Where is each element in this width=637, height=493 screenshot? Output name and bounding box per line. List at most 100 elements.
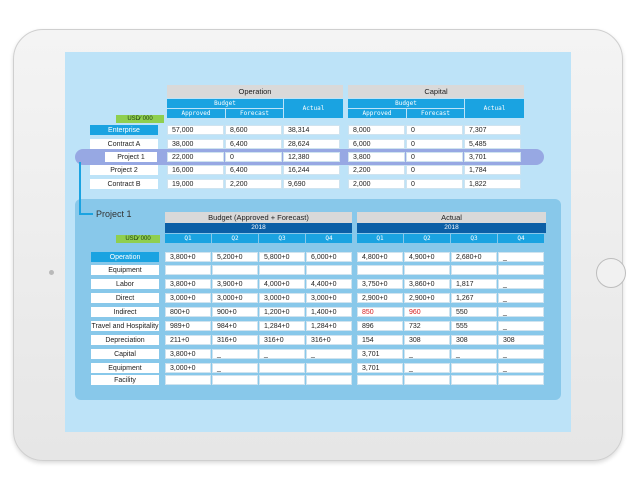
row-label[interactable]: Travel and Hospitality bbox=[91, 321, 159, 331]
row-label[interactable]: Depreciation bbox=[91, 335, 159, 345]
row-label[interactable]: Project 2 bbox=[90, 165, 158, 175]
table-cell bbox=[357, 265, 403, 275]
table-cell: 4,900+0 bbox=[404, 252, 450, 262]
row-label[interactable]: Indirect bbox=[91, 307, 159, 317]
table-cell: 0 bbox=[406, 125, 463, 135]
table-cell: 0 bbox=[406, 165, 463, 175]
row-label[interactable]: Capital bbox=[91, 349, 159, 359]
table-cell: 6,400 bbox=[225, 165, 282, 175]
table-cell: 28,624 bbox=[283, 139, 340, 149]
table-cell: 3,000+0 bbox=[259, 293, 305, 303]
table-cell: 3,000+0 bbox=[306, 293, 352, 303]
table-cell: 3,701 bbox=[357, 363, 403, 373]
row-label[interactable]: Facility bbox=[91, 375, 159, 385]
home-button[interactable] bbox=[596, 258, 626, 288]
table-cell: 1,822 bbox=[464, 179, 521, 189]
table-cell: 6,000 bbox=[348, 139, 405, 149]
table-cell: 3,750+0 bbox=[357, 279, 403, 289]
table-cell bbox=[404, 375, 450, 385]
table-cell: 211+0 bbox=[165, 335, 211, 345]
table-cell: 2,900+0 bbox=[404, 293, 450, 303]
table-cell: 1,784 bbox=[464, 165, 521, 175]
table-cell bbox=[404, 265, 450, 275]
table-cell: 2,900+0 bbox=[357, 293, 403, 303]
row-label[interactable]: Enterprise bbox=[90, 125, 158, 135]
table-cell: _ bbox=[498, 321, 544, 331]
table-cell bbox=[498, 375, 544, 385]
connector-line bbox=[79, 213, 93, 215]
currency-selector[interactable]: USD⁄ 000 bbox=[116, 235, 160, 243]
table-cell: 38,000 bbox=[167, 139, 224, 149]
approved-header: Approved bbox=[167, 109, 225, 118]
row-label[interactable]: Contract B bbox=[90, 179, 158, 189]
table-cell: 732 bbox=[404, 321, 450, 331]
table-cell: 900+0 bbox=[212, 307, 258, 317]
table-cell: 0 bbox=[406, 179, 463, 189]
table-cell: 550 bbox=[451, 307, 497, 317]
table-cell: 3,800+0 bbox=[165, 252, 211, 262]
table-cell bbox=[357, 375, 403, 385]
table-cell: 3,800+0 bbox=[165, 349, 211, 359]
table-cell: 0 bbox=[225, 152, 282, 162]
connector-line bbox=[79, 162, 81, 214]
table-cell: 1,284+0 bbox=[306, 321, 352, 331]
table-cell: _ bbox=[498, 307, 544, 317]
table-cell: 1,200+0 bbox=[259, 307, 305, 317]
table-cell: _ bbox=[498, 293, 544, 303]
table-cell: _ bbox=[404, 363, 450, 373]
table-cell: 2,680+0 bbox=[451, 252, 497, 262]
detail-title: Project 1 bbox=[96, 209, 132, 219]
table-cell bbox=[165, 265, 211, 275]
table-cell: 8,600 bbox=[225, 125, 282, 135]
forecast-header: Forecast bbox=[407, 109, 464, 118]
table-cell: _ bbox=[498, 363, 544, 373]
table-cell: 316+0 bbox=[259, 335, 305, 345]
table-cell: 0 bbox=[406, 139, 463, 149]
quarter-header: Q3 bbox=[451, 234, 497, 243]
row-label[interactable]: Labor bbox=[91, 279, 159, 289]
forecast-header: Forecast bbox=[226, 109, 283, 118]
budget-header: Budget (Approved + Forecast) bbox=[165, 212, 352, 223]
table-cell: 57,000 bbox=[167, 125, 224, 135]
row-label[interactable]: Project 1 bbox=[105, 152, 157, 162]
row-label[interactable]: Direct bbox=[91, 293, 159, 303]
table-cell: 316+0 bbox=[212, 335, 258, 345]
table-cell: 800+0 bbox=[165, 307, 211, 317]
table-cell: 896 bbox=[357, 321, 403, 331]
table-cell: _ bbox=[306, 349, 352, 359]
table-cell bbox=[451, 363, 497, 373]
table-cell: 6,000+0 bbox=[306, 252, 352, 262]
table-cell: 7,307 bbox=[464, 125, 521, 135]
table-cell: 3,701 bbox=[357, 349, 403, 359]
row-label[interactable]: Equipment bbox=[91, 265, 159, 275]
table-cell: 12,380 bbox=[283, 152, 340, 162]
table-cell: 3,800+0 bbox=[165, 279, 211, 289]
table-cell bbox=[451, 265, 497, 275]
table-cell: 6,400 bbox=[225, 139, 282, 149]
table-cell bbox=[259, 265, 305, 275]
currency-selector[interactable]: USD⁄ 000 bbox=[116, 115, 164, 123]
screen: Project 1 Operation Budget Actual Approved F… bbox=[65, 52, 571, 432]
table-cell: _ bbox=[212, 349, 258, 359]
table-cell: 16,244 bbox=[283, 165, 340, 175]
table-cell: 3,701 bbox=[464, 152, 521, 162]
table-cell: 960 bbox=[404, 307, 450, 317]
row-label[interactable]: Operation bbox=[91, 252, 159, 262]
approved-header: Approved bbox=[348, 109, 406, 118]
year-header: 2018 bbox=[165, 223, 352, 233]
group-header: Capital bbox=[348, 85, 524, 98]
budget-header: Budget bbox=[167, 99, 283, 108]
table-cell bbox=[306, 265, 352, 275]
table-cell: 3,000+0 bbox=[165, 363, 211, 373]
table-cell: 22,000 bbox=[167, 152, 224, 162]
actual-header: Actual bbox=[465, 99, 524, 118]
table-cell: 1,817 bbox=[451, 279, 497, 289]
table-cell: 3,860+0 bbox=[404, 279, 450, 289]
row-label[interactable]: Equipment bbox=[91, 363, 159, 373]
quarter-header: Q2 bbox=[212, 234, 258, 243]
table-cell: 5,800+0 bbox=[259, 252, 305, 262]
table-cell: _ bbox=[212, 363, 258, 373]
row-label[interactable]: Contract A bbox=[90, 139, 158, 149]
table-cell: 2,200 bbox=[348, 165, 405, 175]
table-cell: _ bbox=[498, 349, 544, 359]
